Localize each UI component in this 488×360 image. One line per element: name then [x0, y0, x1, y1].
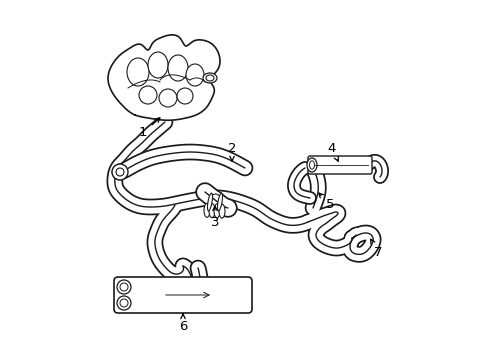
- Text: 2: 2: [227, 141, 236, 161]
- Ellipse shape: [177, 88, 193, 104]
- Ellipse shape: [217, 193, 222, 211]
- Text: 4: 4: [327, 141, 338, 161]
- FancyBboxPatch shape: [114, 277, 251, 313]
- Ellipse shape: [214, 204, 220, 218]
- Text: 6: 6: [179, 314, 187, 333]
- Circle shape: [117, 296, 131, 310]
- Ellipse shape: [219, 204, 224, 218]
- Polygon shape: [108, 35, 220, 120]
- Ellipse shape: [168, 55, 187, 81]
- Ellipse shape: [208, 204, 215, 217]
- Ellipse shape: [203, 203, 209, 217]
- Ellipse shape: [205, 191, 224, 213]
- Text: 1: 1: [139, 118, 160, 139]
- Ellipse shape: [159, 89, 177, 107]
- Circle shape: [117, 280, 131, 294]
- Ellipse shape: [203, 73, 217, 83]
- Ellipse shape: [139, 86, 157, 104]
- Ellipse shape: [185, 64, 203, 86]
- Ellipse shape: [148, 52, 168, 78]
- Circle shape: [112, 164, 128, 180]
- Text: 7: 7: [370, 239, 382, 258]
- Ellipse shape: [306, 158, 316, 172]
- Ellipse shape: [127, 58, 149, 86]
- Ellipse shape: [207, 193, 212, 211]
- Text: 3: 3: [210, 206, 219, 229]
- FancyBboxPatch shape: [307, 156, 371, 174]
- Text: 5: 5: [318, 193, 334, 211]
